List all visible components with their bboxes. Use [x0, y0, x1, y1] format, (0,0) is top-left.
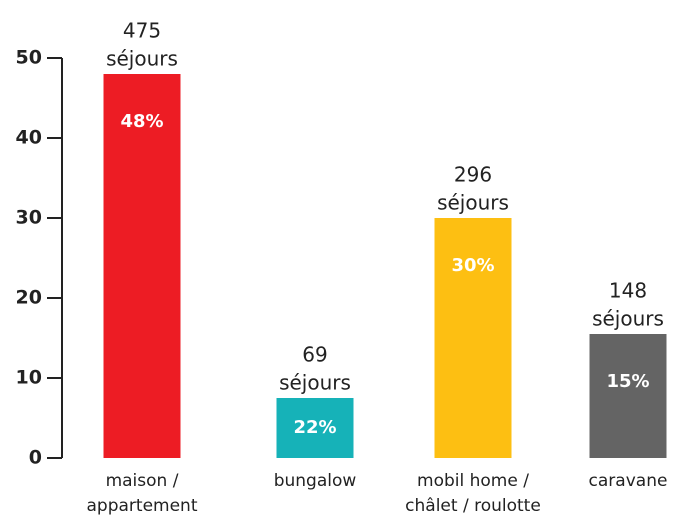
y-tick-label: 30 — [16, 207, 42, 229]
bar-top-label: 69 — [302, 343, 327, 367]
y-tick-label: 0 — [29, 447, 42, 469]
bar-percent-label: 22% — [293, 417, 336, 438]
x-tick-label: bungalow — [274, 471, 357, 491]
y-tick-label: 50 — [16, 47, 42, 69]
bar-top-label: séjours — [279, 371, 351, 395]
y-tick-label: 20 — [16, 287, 42, 309]
bar-top-label: séjours — [592, 307, 664, 331]
x-tick-label: châlet / roulotte — [405, 496, 541, 515]
bar-top-label: séjours — [437, 191, 509, 215]
bar — [589, 334, 667, 458]
bar-top-label: 148 — [609, 279, 647, 303]
bar — [276, 398, 354, 458]
x-tick-label: maison / — [106, 471, 179, 491]
bar-top-label: séjours — [106, 47, 178, 71]
x-tick-label: mobil home / — [417, 471, 529, 491]
x-tick-label: caravane — [589, 471, 668, 491]
bar — [103, 74, 181, 458]
bar-percent-label: 30% — [451, 255, 494, 276]
x-tick-label: appartement — [87, 496, 198, 515]
bar-top-label: 475 — [123, 19, 161, 43]
y-tick-label: 40 — [16, 127, 42, 149]
y-tick-label: 10 — [16, 367, 42, 389]
bar — [434, 218, 512, 458]
bar-top-label: 296 — [454, 163, 492, 187]
bar-percent-label: 48% — [120, 111, 163, 132]
bar-percent-label: 15% — [606, 371, 649, 392]
